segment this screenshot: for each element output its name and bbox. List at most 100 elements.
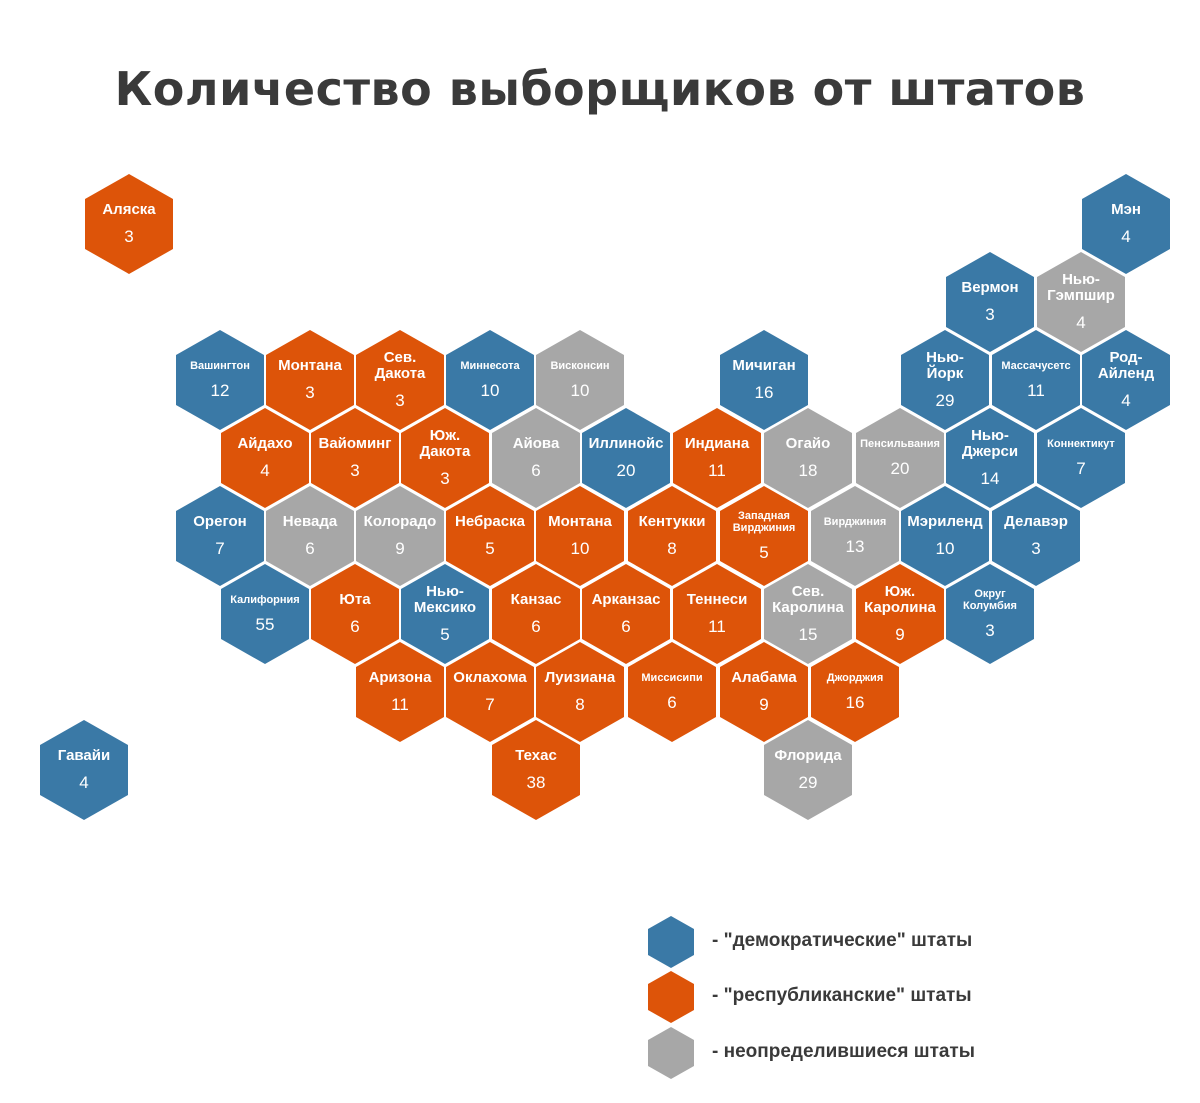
state-votes: 5 xyxy=(485,539,495,558)
state-hex-алабама: Алабама 9 xyxy=(720,642,808,742)
state-name: Джорджия xyxy=(826,672,884,684)
legend-swatch xyxy=(648,971,694,1023)
state-votes: 4 xyxy=(1121,227,1131,246)
state-hex-западная-вирджиния: Западная Вирджиния 5 xyxy=(720,486,808,586)
legend-item-dem: - "демократические" штаты xyxy=(648,916,1168,968)
state-hex-мэриленд: Мэриленд 10 xyxy=(901,486,989,586)
state-name: Юж. Каролина xyxy=(864,583,936,616)
state-name: Вирджиния xyxy=(823,516,887,528)
state-votes: 7 xyxy=(215,539,225,558)
state-hex-вирджиния: Вирджиния 13 xyxy=(811,486,899,586)
state-name: Иллинойс xyxy=(588,435,664,452)
state-votes: 10 xyxy=(935,539,955,558)
state-hex-канзас: Канзас 6 xyxy=(492,564,580,664)
state-name: Колорадо xyxy=(363,513,437,530)
state-name: Аризона xyxy=(368,669,432,686)
state-hex-делавэр: Делавэр 3 xyxy=(992,486,1080,586)
state-votes: 5 xyxy=(440,625,450,644)
state-name: Монтана xyxy=(278,357,342,374)
state-votes: 6 xyxy=(350,617,360,636)
state-hex-висконсин: Висконсин 10 xyxy=(536,330,624,430)
state-name: Калифорния xyxy=(230,594,300,606)
state-name: Округ Колумбия xyxy=(963,588,1017,612)
state-name: Массачусетс xyxy=(1001,360,1071,372)
legend-item-und: - неопределившиеся штаты xyxy=(648,1027,1168,1079)
state-name: Миссисипи xyxy=(641,672,703,684)
state-hex-род--айленд: Род- Айленд 4 xyxy=(1082,330,1170,430)
state-hex-огайо: Огайо 18 xyxy=(764,408,852,508)
state-hex-айова: Айова 6 xyxy=(492,408,580,508)
state-name: Айдахо xyxy=(237,435,293,452)
state-votes: 18 xyxy=(798,461,818,480)
state-votes: 3 xyxy=(350,461,360,480)
state-name: Айова xyxy=(512,435,560,452)
state-name: Сев. Дакота xyxy=(374,349,426,382)
state-name: Гавайи xyxy=(57,747,111,764)
state-hex-юта: Юта 6 xyxy=(311,564,399,664)
state-votes: 3 xyxy=(395,391,405,410)
state-name: Огайо xyxy=(785,435,831,452)
state-hex-гавайи: Гавайи 4 xyxy=(40,720,128,820)
state-votes: 7 xyxy=(1076,459,1086,478)
state-hex-кентукки: Кентукки 8 xyxy=(628,486,716,586)
state-hex-пенсильвания: Пенсильвания 20 xyxy=(856,408,944,508)
page-title: Количество выборщиков от штатов xyxy=(114,62,1086,116)
state-name: Пенсильвания xyxy=(860,438,940,450)
legend-swatch xyxy=(648,916,694,968)
state-name: Флорида xyxy=(774,747,842,764)
state-name: Индиана xyxy=(684,435,750,452)
state-votes: 10 xyxy=(570,381,590,400)
state-hex-юж.-каролина: Юж. Каролина 9 xyxy=(856,564,944,664)
state-name: Мэриленд xyxy=(907,513,983,530)
state-votes: 9 xyxy=(895,625,905,644)
state-votes: 3 xyxy=(985,305,995,324)
state-name: Вашингтон xyxy=(190,360,250,372)
state-hex-нью--джерси: Нью- Джерси 14 xyxy=(946,408,1034,508)
state-name: Миннесота xyxy=(460,360,520,372)
state-name: Аляска xyxy=(102,201,156,218)
state-votes: 13 xyxy=(845,537,865,556)
state-votes: 15 xyxy=(798,625,818,644)
state-hex-техас: Техас 38 xyxy=(492,720,580,820)
state-votes: 4 xyxy=(260,461,270,480)
state-name: Западная Вирджиния xyxy=(732,510,796,534)
legend-swatch xyxy=(648,1027,694,1079)
state-hex-юж.-дакота: Юж. Дакота 3 xyxy=(401,408,489,508)
state-hex-вашингтон: Вашингтон 12 xyxy=(176,330,264,430)
state-hex-нью--мексико: Нью- Мексико 5 xyxy=(401,564,489,664)
state-hex-миннесота: Миннесота 10 xyxy=(446,330,534,430)
state-hex-иллинойс: Иллинойс 20 xyxy=(582,408,670,508)
state-hex-коннектикут: Коннектикут 7 xyxy=(1037,408,1125,508)
state-votes: 20 xyxy=(616,461,636,480)
state-hex-теннеси: Теннеси 11 xyxy=(673,564,761,664)
state-hex-колорадо: Колорадо 9 xyxy=(356,486,444,586)
state-name: Нью- Гэмпшир xyxy=(1047,271,1115,304)
legend-label: - "демократические" штаты xyxy=(712,930,973,951)
legend-label: - "республиканские" штаты xyxy=(712,985,972,1006)
state-name: Кентукки xyxy=(638,513,706,530)
state-votes: 3 xyxy=(305,383,315,402)
state-hex-флорида: Флорида 29 xyxy=(764,720,852,820)
state-name: Нью- Мексико xyxy=(413,583,477,616)
state-votes: 16 xyxy=(754,383,774,402)
state-name: Вайоминг xyxy=(318,435,392,452)
state-name: Вермон xyxy=(961,279,1019,296)
state-hex-миссисипи: Миссисипи 6 xyxy=(628,642,716,742)
legend-label: - неопределившиеся штаты xyxy=(712,1041,975,1062)
state-votes: 4 xyxy=(1121,391,1131,410)
state-hex-округ-колумбия: Округ Колумбия 3 xyxy=(946,564,1034,664)
state-hex-мэн: Мэн 4 xyxy=(1082,174,1170,274)
state-votes: 8 xyxy=(575,695,585,714)
legend-item-rep: - "республиканские" штаты xyxy=(648,971,1168,1023)
state-votes: 3 xyxy=(985,621,995,640)
state-hex-вайоминг: Вайоминг 3 xyxy=(311,408,399,508)
state-votes: 4 xyxy=(79,773,89,792)
state-votes: 3 xyxy=(440,469,450,488)
state-votes: 6 xyxy=(531,617,541,636)
state-name: Монтана xyxy=(548,513,612,530)
state-name: Канзас xyxy=(510,591,562,608)
state-name: Мичиган xyxy=(732,357,796,374)
state-hex-арканзас: Арканзас 6 xyxy=(582,564,670,664)
state-name: Нью- Йорк xyxy=(926,349,964,382)
state-votes: 16 xyxy=(845,693,865,712)
